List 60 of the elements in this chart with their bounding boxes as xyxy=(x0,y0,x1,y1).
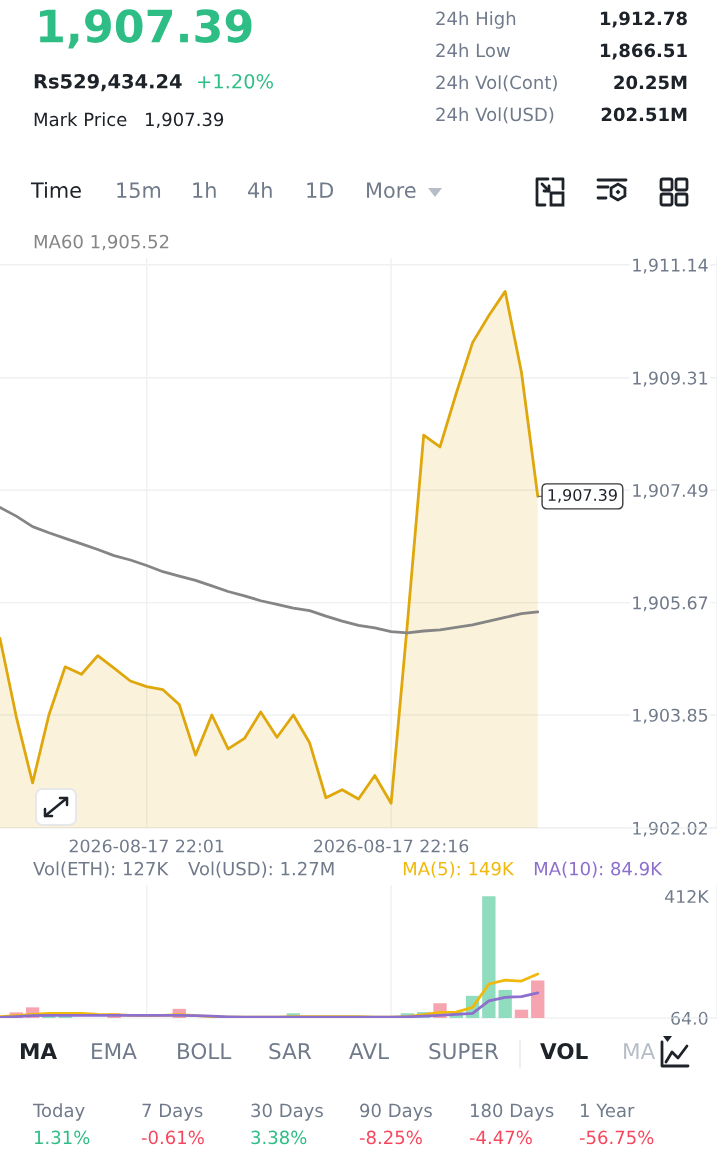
text: MA60 1,905.52 xyxy=(34,234,169,251)
text: Mark Price xyxy=(34,112,127,127)
y-tick-label: 1,907.49 xyxy=(633,483,708,499)
y-tick-label: 64.0 xyxy=(671,1011,708,1025)
text: Today xyxy=(32,1103,85,1121)
text: BOLL xyxy=(178,1042,232,1060)
text: -0.61% xyxy=(141,1130,204,1145)
text: 3.38% xyxy=(251,1130,307,1145)
x-tick-label: 2026-08-17 22:01 xyxy=(69,839,224,853)
text: Rs529,434.24 xyxy=(34,73,182,92)
text: 7 Days xyxy=(142,1103,203,1121)
text: 90 Days xyxy=(360,1103,432,1121)
y-tick-label: 1,911.14 xyxy=(633,258,708,274)
text: 24h Vol(Cont) xyxy=(436,75,557,92)
text: 1h xyxy=(193,181,216,198)
bar xyxy=(514,1009,529,1018)
ref-line-label: 1,907.39 xyxy=(548,488,617,503)
text: 1,866.51 xyxy=(600,43,687,60)
text: -8.25% xyxy=(359,1130,422,1145)
text: 1,907.39 xyxy=(145,112,224,129)
y-tick-label: 1,905.67 xyxy=(633,596,708,612)
text: 20.25M xyxy=(614,75,687,90)
text: SUPER xyxy=(429,1042,499,1060)
text: 24h Low xyxy=(436,43,510,58)
text: Vol(ETH): 127K xyxy=(33,861,169,878)
text: 1 Year xyxy=(580,1103,635,1118)
text: 24h High xyxy=(436,11,516,29)
text: VOL xyxy=(540,1042,588,1060)
text: +1.20% xyxy=(198,73,273,89)
line-series xyxy=(0,991,540,1018)
text: 4h xyxy=(248,181,272,198)
text: MA(10): 84.9K xyxy=(534,861,663,878)
text: SAR xyxy=(269,1042,312,1060)
text: -4.47% xyxy=(469,1130,532,1145)
text: MA(5): 149K xyxy=(403,861,515,878)
bar xyxy=(482,896,496,1018)
text: 180 Days xyxy=(470,1103,554,1121)
y-tick-label: 1,902.02 xyxy=(633,821,707,837)
y-tick-label: 1,903.85 xyxy=(633,708,708,724)
text: 30 Days xyxy=(251,1103,323,1121)
bar xyxy=(531,980,545,1018)
y-tick-label: 1,909.31 xyxy=(633,371,708,387)
text: 1,907.39 xyxy=(40,9,252,49)
text: 24h Vol(USD) xyxy=(436,107,554,124)
text: 1D xyxy=(307,182,334,198)
text: MA xyxy=(624,1043,656,1059)
text: Time xyxy=(30,181,81,199)
text: AVL xyxy=(349,1043,389,1059)
text: More xyxy=(367,182,416,199)
text: 1,912.78 xyxy=(600,11,687,28)
text: Vol(USD): 1.27M xyxy=(188,861,334,878)
text: -56.75% xyxy=(579,1130,654,1145)
y-tick-label: 412K xyxy=(664,889,710,903)
text: EMA xyxy=(92,1043,137,1059)
text: 15m xyxy=(117,182,161,199)
line-series xyxy=(0,506,540,635)
text: 1.31% xyxy=(34,1130,90,1145)
text: 202.51M xyxy=(601,107,687,122)
text: MA xyxy=(20,1043,57,1059)
x-tick-label: 2026-08-17 22:16 xyxy=(314,839,469,853)
